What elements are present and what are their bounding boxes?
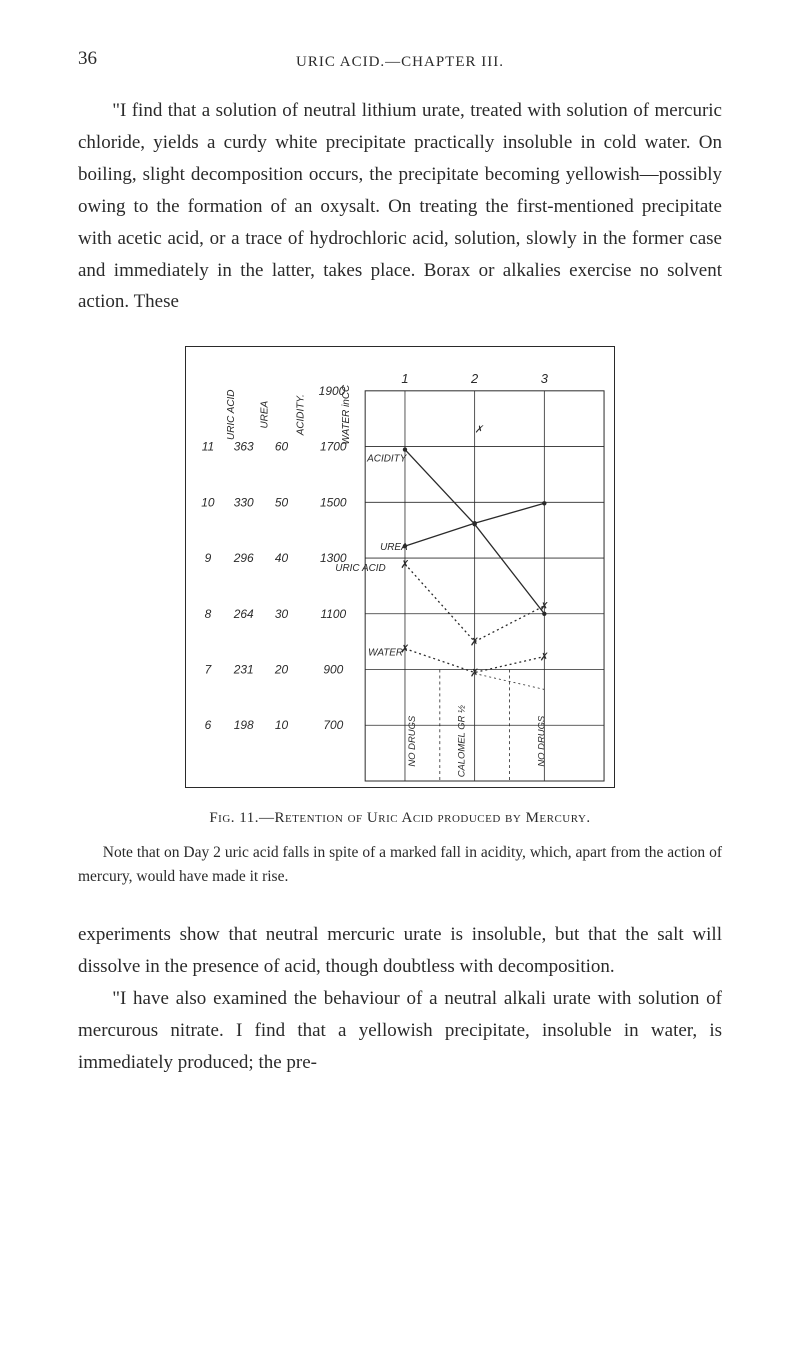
svg-text:231: 231 — [233, 663, 254, 677]
svg-text:10: 10 — [275, 719, 289, 733]
svg-text:NO DRUGS: NO DRUGS — [536, 715, 547, 767]
svg-text:✗: ✗ — [470, 637, 479, 649]
x-axis-labels: 1 2 3 — [401, 371, 548, 386]
svg-text:ACIDITY: ACIDITY — [366, 454, 408, 465]
svg-text:9: 9 — [205, 551, 212, 565]
svg-text:✗: ✗ — [540, 601, 549, 613]
svg-text:ACIDITY.: ACIDITY. — [295, 395, 306, 437]
svg-text:296: 296 — [233, 551, 254, 565]
svg-text:40: 40 — [275, 551, 289, 565]
svg-text:URIC ACID: URIC ACID — [226, 390, 237, 440]
figure-chart: URIC ACIDUREAACIDITY.WATER inCC 1900 123… — [185, 346, 615, 788]
svg-text:URIC ACID: URIC ACID — [335, 563, 385, 574]
svg-text:✗: ✗ — [475, 425, 484, 436]
svg-text:50: 50 — [275, 496, 289, 510]
svg-text:363: 363 — [234, 440, 254, 454]
svg-text:1100: 1100 — [320, 607, 346, 621]
svg-text:✗: ✗ — [540, 652, 549, 664]
svg-text:✗: ✗ — [400, 559, 409, 571]
svg-text:3: 3 — [541, 371, 549, 386]
svg-text:CALOMEL GR ½: CALOMEL GR ½ — [457, 705, 468, 777]
grid-horizontal — [365, 447, 604, 726]
lower-body-text: experiments show that neutral mercuric u… — [78, 919, 722, 1079]
plot-box — [365, 391, 604, 781]
running-head: URIC ACID.—CHAPTER III. — [78, 54, 722, 71]
paragraph-2: experiments show that neutral mercuric u… — [78, 919, 722, 983]
svg-text:30: 30 — [275, 607, 289, 621]
lower-column-labels: NO DRUGS CALOMEL GR ½ NO DRUGS — [407, 705, 547, 777]
svg-text:6: 6 — [205, 719, 212, 733]
svg-text:1500: 1500 — [320, 496, 347, 510]
svg-text:20: 20 — [274, 663, 289, 677]
svg-text:60: 60 — [275, 440, 289, 454]
svg-text:330: 330 — [234, 496, 254, 510]
page-number: 36 — [78, 48, 97, 70]
svg-text:198: 198 — [234, 719, 254, 733]
paragraph-3: "I have also examined the behaviour of a… — [78, 983, 722, 1079]
svg-text:8: 8 — [205, 607, 212, 621]
paragraph-text: "I find that a solution of neutral lithi… — [78, 95, 722, 318]
svg-text:NO DRUGS: NO DRUGS — [407, 715, 418, 767]
figure-caption: Fig. 11.—Retention of Uric Acid produced… — [78, 810, 722, 827]
svg-text:11: 11 — [202, 440, 214, 454]
chart-annotations: ACIDITY UREA URIC ACID WATER ✗ — [335, 425, 483, 659]
chart-svg: URIC ACIDUREAACIDITY.WATER inCC 1900 123… — [186, 347, 614, 787]
row-labels: 1136360170010330501500929640130082643011… — [201, 440, 347, 733]
svg-text:1700: 1700 — [320, 440, 347, 454]
svg-text:1: 1 — [401, 371, 408, 386]
svg-text:UREA: UREA — [260, 401, 271, 429]
svg-text:WATER: WATER — [368, 648, 403, 659]
svg-text:2: 2 — [470, 371, 478, 386]
svg-text:700: 700 — [323, 719, 343, 733]
svg-text:900: 900 — [323, 663, 343, 677]
svg-text:UREA: UREA — [380, 542, 408, 553]
figure-note: Note that on Day 2 uric acid falls in sp… — [78, 841, 722, 889]
svg-text:7: 7 — [205, 663, 212, 677]
figure-note-text: Note that on Day 2 uric acid falls in sp… — [78, 841, 722, 889]
svg-text:10: 10 — [201, 496, 215, 510]
svg-text:✗: ✗ — [470, 668, 479, 680]
top-value: 1900 — [319, 384, 346, 398]
body-paragraph-1: "I find that a solution of neutral lithi… — [78, 95, 722, 318]
svg-text:264: 264 — [233, 607, 254, 621]
